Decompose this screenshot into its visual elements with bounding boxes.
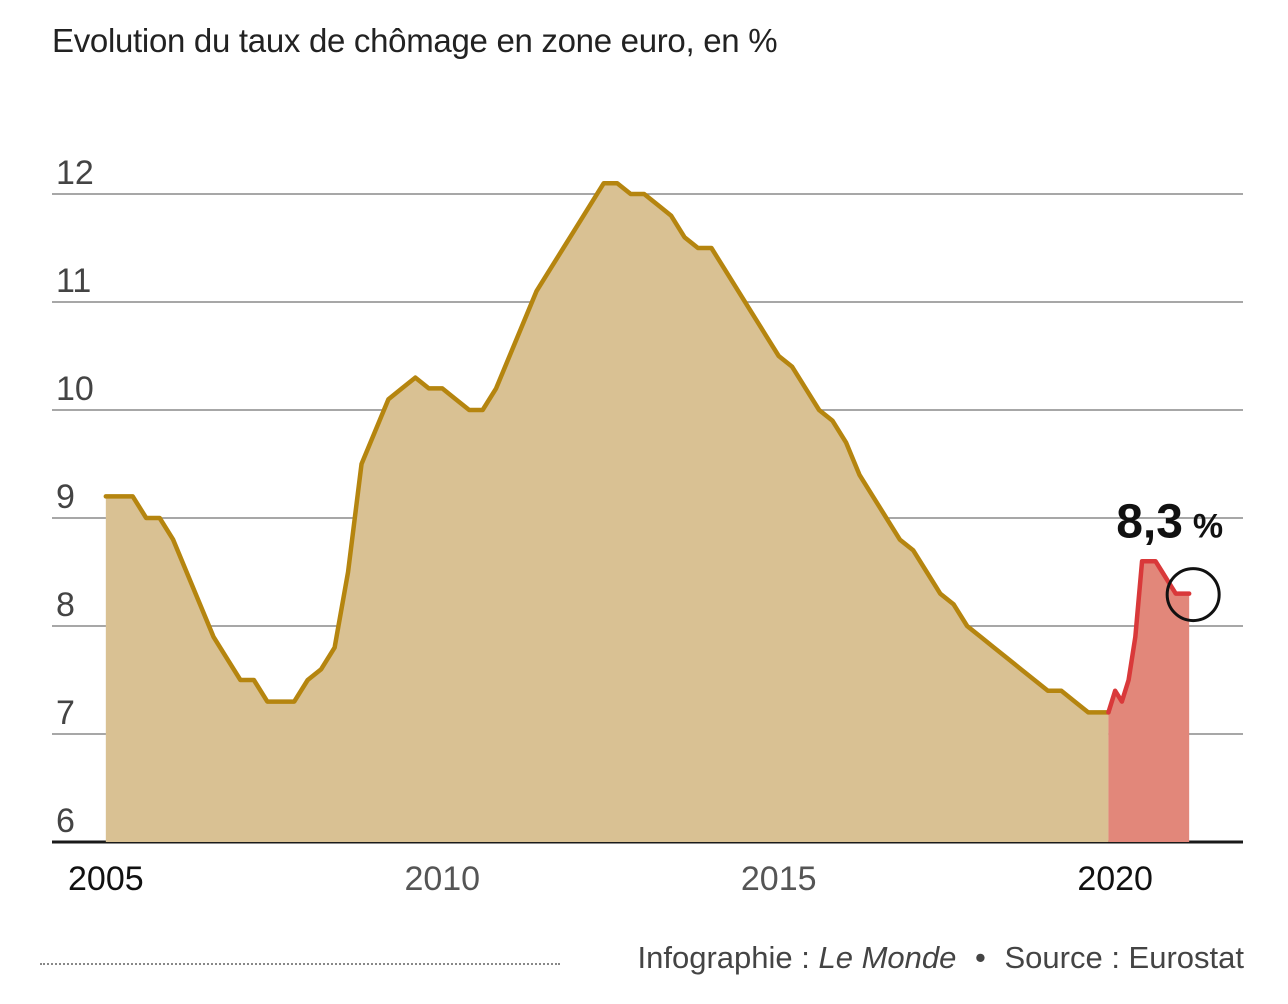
x-tick-label-2010: 2010 xyxy=(404,860,480,898)
credit-prefix: Infographie : xyxy=(637,940,810,975)
y-tick-labels: 6 7 8 9 10 11 12 xyxy=(56,154,94,840)
credit-line: Infographie : Le Monde • Source : Eurost… xyxy=(638,940,1245,976)
series-areas xyxy=(105,183,1190,842)
highlight-unit: % xyxy=(1193,508,1223,546)
credit-separator: • xyxy=(975,940,986,975)
x-tick-labels: 2005 2010 2015 2020 xyxy=(68,860,1153,898)
series-2-area xyxy=(1108,561,1190,842)
credit-source: Source : Eurostat xyxy=(1004,940,1244,975)
x-tick-label-2015: 2015 xyxy=(741,860,817,898)
y-tick-label-8: 8 xyxy=(56,586,75,624)
credit-dotted-rule xyxy=(40,963,560,965)
y-tick-label-10: 10 xyxy=(56,370,94,408)
x-tick-label-2020: 2020 xyxy=(1077,860,1153,898)
highlight-label: 8,3% xyxy=(1116,496,1223,549)
series-1-line xyxy=(103,180,1111,715)
series-1-area xyxy=(105,183,1109,842)
annotations: 8,3% xyxy=(1116,496,1223,623)
highlight-value: 8,3 xyxy=(1116,496,1183,549)
y-tick-label-6: 6 xyxy=(56,802,75,840)
x-tick-label-2005: 2005 xyxy=(68,860,144,898)
y-tick-label-7: 7 xyxy=(56,694,75,732)
y-tick-label-9: 9 xyxy=(56,478,75,516)
credit-brand: Le Monde xyxy=(818,940,957,975)
unemployment-chart: 6 7 8 9 10 11 12 2005 2010 2015 2020 8,3% xyxy=(52,154,1243,898)
chart-title: Evolution du taux de chômage en zone eur… xyxy=(52,22,778,59)
y-tick-label-12: 12 xyxy=(56,154,94,192)
series-2-line xyxy=(1106,558,1192,715)
y-tick-label-11: 11 xyxy=(56,262,91,300)
highlight-circle xyxy=(1165,567,1221,623)
series-lines xyxy=(103,180,1192,715)
